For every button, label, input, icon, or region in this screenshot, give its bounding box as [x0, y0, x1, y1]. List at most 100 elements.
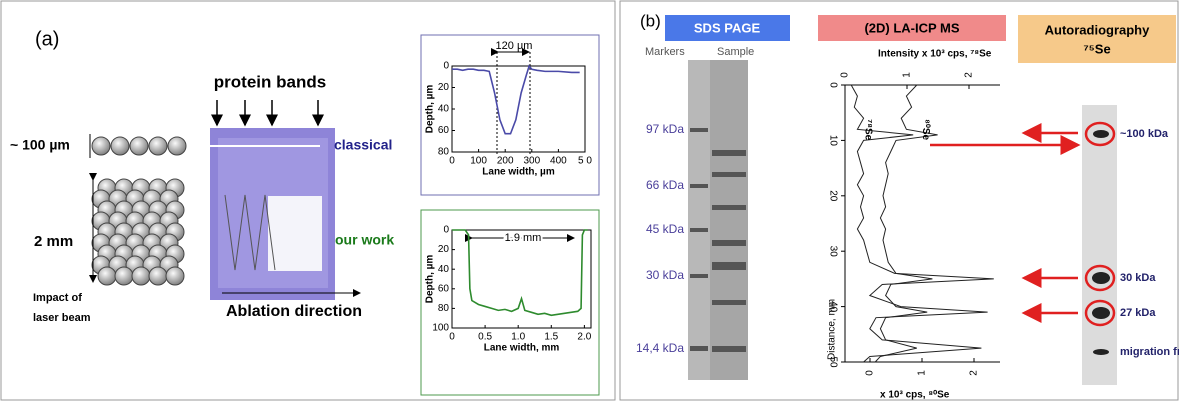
profile-line — [452, 229, 588, 317]
band-label: migration front — [1120, 346, 1179, 358]
x-tick-label: 1 — [902, 72, 913, 78]
y-tick-label: 30 — [827, 246, 838, 258]
plot-frame — [451, 229, 592, 329]
label: Impact of — [33, 292, 82, 304]
laser-spot — [97, 266, 117, 286]
laser-spot — [131, 266, 151, 286]
label: ~ 100 µm — [10, 137, 70, 153]
x-axis-label: Lane width, µm — [482, 167, 555, 178]
autorad-strip — [1082, 105, 1117, 385]
laser-spot — [148, 266, 168, 286]
marker-label: 66 kDa — [646, 178, 684, 192]
title-box — [665, 15, 790, 41]
y-tick-label: 0 — [443, 61, 449, 72]
y-tick-label: 0 — [827, 82, 838, 88]
x-tick-label: 1.0 — [511, 332, 525, 343]
x-tick-label: 1 — [917, 370, 928, 376]
x-tick-label: 200 — [497, 156, 514, 167]
red-arrows — [930, 123, 1081, 323]
title: ⁷⁵Se — [1083, 41, 1110, 56]
inset-frame — [420, 209, 600, 396]
panel-label: (b) — [640, 11, 661, 30]
title-box — [1018, 15, 1176, 63]
y-tick-label: 80 — [438, 303, 450, 314]
y-tick-label: 60 — [438, 283, 450, 294]
axis-label: Distance, mm — [827, 299, 838, 360]
annotation: 1.9 mm — [505, 232, 542, 244]
y-tick-label: 40 — [438, 264, 450, 275]
y-tick-label: 50 — [827, 356, 838, 368]
label: classical — [334, 137, 392, 153]
panel-frame — [0, 0, 616, 401]
x-tick-label: 2 — [969, 370, 980, 376]
axis-label: Intensity x 10³ cps, ⁷⁸Se — [878, 49, 992, 60]
x-tick-label: 0 — [840, 72, 851, 78]
laser-spots — [91, 136, 187, 156]
x-tick-label: 2.0 — [577, 332, 591, 343]
label: Ablation direction — [226, 303, 362, 320]
x-tick-label: 0.5 — [478, 332, 492, 343]
y-tick-label: 100 — [432, 323, 449, 334]
label: our work — [335, 232, 394, 248]
y-tick-label: 10 — [827, 135, 838, 147]
laser-spot-stack — [91, 178, 185, 286]
title: SDS PAGE — [694, 20, 761, 35]
x-tick-label: 300 — [523, 156, 540, 167]
guide-lines — [496, 52, 531, 155]
y-tick-label: 0 — [443, 225, 449, 236]
series-label: ⁷⁸Se — [863, 119, 874, 141]
axis-label: x 10³ cps, ⁸⁰Se — [880, 390, 950, 401]
profile-line — [452, 64, 580, 135]
raster-path — [224, 194, 276, 271]
trace — [850, 84, 994, 363]
x-tick-label: 0 — [449, 332, 455, 343]
band-label: 30 kDa — [1120, 272, 1156, 284]
y-tick-label: 20 — [438, 82, 450, 93]
label: laser beam — [33, 312, 91, 324]
y-axis-label: Depth, µm — [425, 255, 436, 304]
x-tick-label: 0 — [449, 156, 455, 167]
marker-label: 14,4 kDa — [636, 341, 684, 355]
band-label: 27 kDa — [1120, 307, 1156, 319]
marker-label: 30 kDa — [646, 268, 684, 282]
panel-label: (a) — [35, 28, 59, 50]
label: Markers — [645, 46, 685, 58]
x-tick-label: 1.5 — [544, 332, 558, 343]
gel-lane — [710, 60, 748, 380]
inset-frame — [420, 34, 600, 196]
y-tick-label: 80 — [438, 147, 450, 158]
y-tick-label: 40 — [438, 104, 450, 115]
label: Sample — [717, 46, 754, 58]
title-box — [818, 15, 1006, 41]
title: (2D) LA-ICP MS — [864, 20, 959, 35]
laser-spot — [114, 266, 134, 286]
series-label: ⁸⁰Se — [920, 119, 931, 140]
band-labels: ~100 kDa 30 kDa 27 kDa migration front — [1120, 128, 1179, 358]
label: protein bands — [214, 72, 326, 91]
band-circles — [1084, 121, 1116, 327]
y-tick-label: 20 — [827, 190, 838, 202]
gel-bands — [690, 128, 746, 352]
x-axis-label: Lane width, mm — [484, 343, 560, 354]
x-tick-label: 0 — [865, 370, 876, 376]
panel-frame — [619, 0, 1179, 401]
laser-spot — [165, 266, 185, 286]
band-arrows — [211, 100, 324, 127]
marker-label: 45 kDa — [646, 222, 684, 236]
marker-labels: 97 kDa 66 kDa 45 kDa 30 kDa 14,4 kDa — [636, 122, 684, 355]
marker-label: 97 kDa — [646, 122, 684, 136]
x-tick-label: 5 0 — [578, 156, 592, 167]
label: 2 mm — [34, 233, 73, 250]
band-label: ~100 kDa — [1120, 128, 1169, 140]
ablated-area — [268, 196, 322, 271]
y-tick-label: 60 — [438, 125, 450, 136]
annotation: 120 µm — [496, 40, 533, 52]
y-axis-label: Depth, µm — [425, 85, 436, 134]
x-tick-label: 400 — [550, 156, 567, 167]
y-tick-label: 40 — [827, 301, 838, 313]
y-tick-label: 20 — [438, 244, 450, 255]
title: Autoradiography — [1045, 22, 1150, 37]
gel-lane — [688, 60, 710, 380]
x-tick-label: 2 — [964, 72, 975, 78]
